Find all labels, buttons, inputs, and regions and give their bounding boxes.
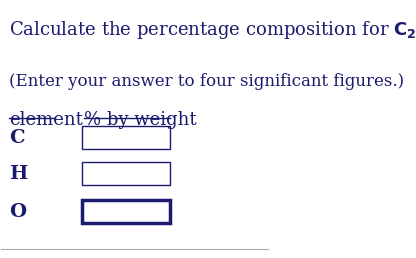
Text: C: C bbox=[10, 129, 25, 147]
Text: O: O bbox=[10, 203, 27, 221]
Text: H: H bbox=[10, 165, 28, 183]
Text: element: element bbox=[10, 111, 83, 129]
Text: Calculate the percentage composition for $\mathbf{C_2H_6O}$ .: Calculate the percentage composition for… bbox=[10, 19, 416, 41]
Text: (Enter your answer to four significant figures.): (Enter your answer to four significant f… bbox=[10, 73, 404, 90]
FancyBboxPatch shape bbox=[82, 126, 170, 149]
FancyBboxPatch shape bbox=[82, 162, 170, 185]
FancyBboxPatch shape bbox=[82, 200, 170, 223]
Text: % by weight: % by weight bbox=[84, 111, 197, 129]
